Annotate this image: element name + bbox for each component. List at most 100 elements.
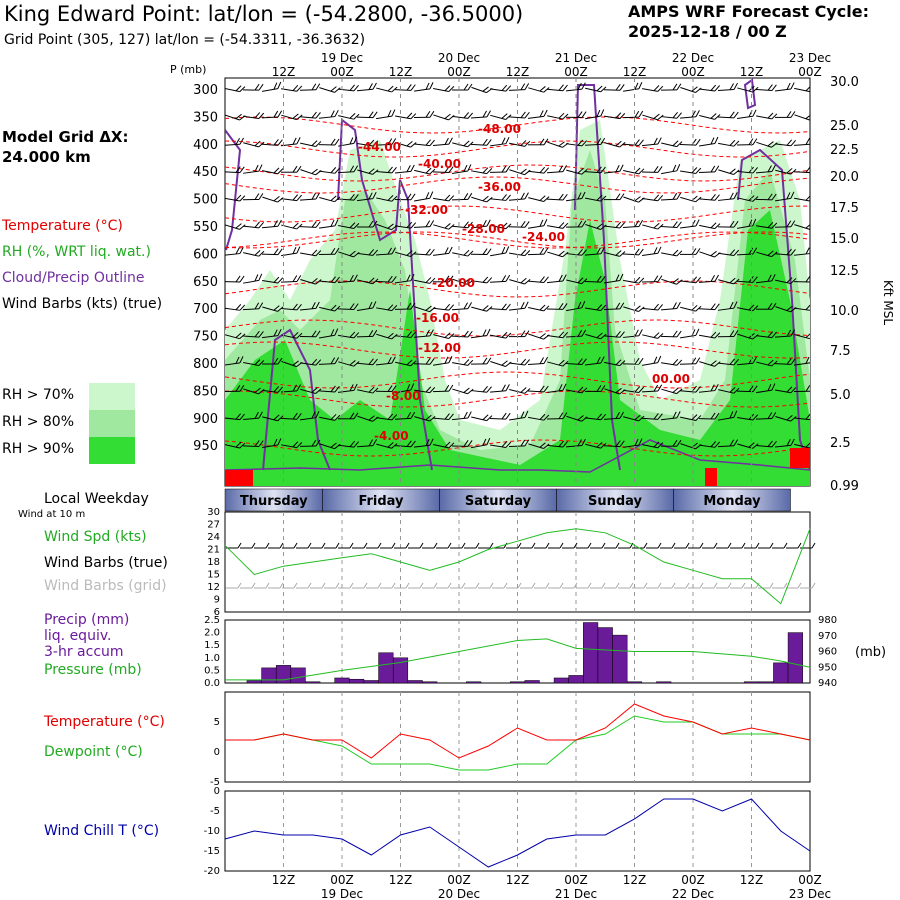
barb-shaft — [395, 361, 411, 367]
barb-shaft — [698, 171, 716, 173]
wind-barb — [699, 222, 721, 230]
barb-feather — [501, 331, 508, 338]
barb-feather — [444, 413, 450, 420]
wind-barb — [774, 329, 795, 338]
barb-feather — [691, 414, 698, 420]
barb-feather — [254, 221, 260, 228]
barb-shaft — [718, 252, 734, 257]
axis-tick: -5 — [210, 777, 220, 788]
barb-shaft — [471, 170, 487, 175]
date-label: 20 Dec — [438, 887, 480, 900]
barb-feather — [577, 82, 582, 90]
barb-feather — [524, 359, 531, 366]
barb-feather — [741, 542, 746, 549]
pressure-tick: 800 — [193, 357, 218, 372]
wind-barb — [490, 441, 512, 448]
barb-shaft — [243, 252, 259, 257]
barb-shaft — [528, 416, 544, 421]
surface-block — [790, 448, 810, 468]
wind-barb — [565, 329, 587, 338]
barb-feather — [676, 359, 683, 366]
barb-feather — [710, 137, 715, 145]
axis-tick: 15 — [207, 570, 220, 581]
precip-bar — [626, 681, 643, 684]
wind-barb — [527, 109, 548, 119]
precip-bar — [392, 657, 409, 684]
barb-shaft — [394, 445, 412, 448]
barb-feather — [387, 166, 393, 173]
barb-shaft — [585, 224, 601, 230]
barb-feather — [391, 166, 397, 174]
surface-barb-grid — [492, 582, 508, 589]
barb-feather — [353, 165, 359, 173]
kft-tick: 0.99 — [830, 479, 859, 494]
barb-feather — [349, 331, 356, 338]
barb-feather — [581, 111, 587, 118]
wind-barb — [490, 331, 512, 339]
barb-feather — [429, 248, 435, 256]
barb-feather — [729, 192, 734, 200]
barb-feather — [600, 109, 605, 117]
barb-feather — [292, 194, 299, 201]
barb-feather — [710, 194, 716, 201]
wind-barb — [699, 113, 721, 120]
barb-feather — [463, 387, 470, 393]
wind-barb — [698, 303, 720, 311]
surface-barb-true — [520, 542, 536, 549]
barb-feather — [748, 247, 754, 255]
wind-barb — [395, 141, 417, 148]
weekday-label: Saturday — [465, 494, 532, 509]
isotherm-line — [225, 116, 810, 134]
barb-feather — [786, 277, 793, 283]
date-label: 21 Dec — [555, 51, 597, 65]
barb-shaft — [318, 390, 336, 393]
surface-barb-grid — [534, 582, 550, 589]
barb-feather — [752, 109, 757, 117]
barb-feather — [334, 138, 340, 146]
barb-feather — [273, 110, 279, 118]
barb-shaft — [356, 335, 374, 338]
barb-shaft — [451, 417, 469, 421]
barb-shaft — [642, 114, 658, 121]
surface-barb-true — [548, 542, 564, 549]
barb-feather — [657, 304, 663, 311]
wind-barb — [641, 166, 663, 173]
time-tick: 00Z — [447, 873, 471, 887]
barb-feather — [349, 360, 356, 366]
barb-shaft — [376, 417, 392, 421]
barb-feather — [368, 249, 375, 256]
barb-feather — [733, 301, 738, 309]
kft-tick: 7.5 — [830, 344, 851, 359]
isotherm-label: -44.00 — [358, 140, 401, 154]
barb-feather — [505, 223, 512, 230]
barb-feather — [581, 438, 586, 446]
barb-feather — [634, 438, 639, 446]
barb-shaft — [585, 443, 601, 449]
barb-feather — [461, 542, 466, 549]
barb-feather — [296, 223, 303, 230]
axis-tick: 950 — [818, 662, 837, 673]
barb-shaft — [623, 306, 639, 313]
surface-barb-grid — [338, 582, 354, 589]
barb-feather — [714, 441, 721, 448]
barb-feather — [657, 246, 662, 254]
barb-feather — [251, 582, 256, 589]
wind-barb — [546, 84, 568, 92]
wind-barb — [394, 331, 416, 338]
date-label: 23 Dec — [789, 51, 831, 65]
barb-feather — [767, 384, 772, 391]
barb-feather — [562, 441, 568, 448]
barb-feather — [501, 113, 508, 119]
barb-shaft — [356, 116, 374, 119]
barb-feather — [634, 329, 639, 337]
barb-shaft — [622, 253, 640, 256]
precip-bar — [612, 634, 628, 684]
barb-shaft — [793, 143, 810, 146]
barb-shaft — [394, 89, 412, 91]
barb-feather — [237, 582, 242, 589]
forecast-cycle-value: 2025-12-18 / 00 Z — [628, 22, 787, 41]
barb-feather — [524, 388, 531, 394]
barb-feather — [531, 542, 536, 549]
barb-shaft — [774, 226, 792, 228]
barb-feather — [767, 141, 774, 147]
